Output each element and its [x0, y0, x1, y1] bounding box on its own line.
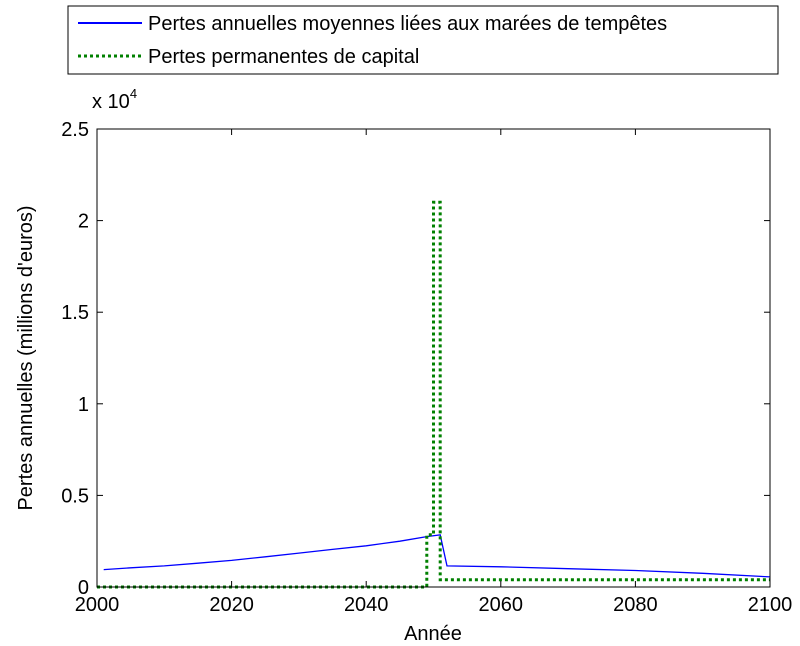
- y-tick-label: 0.5: [61, 485, 89, 507]
- x-tick-label: 2100: [748, 594, 793, 616]
- x-axis-title: Année: [404, 623, 462, 645]
- y-tick-label: 2: [78, 211, 89, 233]
- y-axis-title: Pertes annuelles (millions d'euros): [15, 205, 37, 510]
- plot-area: [97, 200, 771, 589]
- y-tick-label: 2.5: [61, 119, 89, 141]
- x-axis: 2000 2020 2040 2060 2080 2100: [75, 129, 793, 616]
- axes-box: [96, 128, 771, 588]
- y-axis: 0 0.5 1 1.5 2 2.5: [61, 119, 770, 599]
- series-line-storm-surge: [103, 534, 771, 578]
- y-tick-label: 1: [78, 394, 89, 416]
- y-axis-exponent-label: x 104: [92, 86, 137, 113]
- x-tick-label: 2060: [479, 594, 524, 616]
- x-tick-label: 2020: [209, 594, 254, 616]
- y-tick-label: 1.5: [61, 302, 89, 324]
- legend-label-storm-surge: Pertes annuelles moyennes liées aux maré…: [148, 13, 667, 35]
- y-tick-label: 0: [78, 577, 89, 599]
- x-tick-label: 2080: [613, 594, 658, 616]
- x-tick-label: 2040: [344, 594, 389, 616]
- legend: Pertes annuelles moyennes liées aux maré…: [67, 5, 779, 75]
- legend-label-capital-loss: Pertes permanentes de capital: [148, 46, 419, 68]
- legend-box: [67, 5, 779, 75]
- x-tick-label: 2000: [75, 594, 120, 616]
- series-line-capital-loss: [97, 200, 770, 589]
